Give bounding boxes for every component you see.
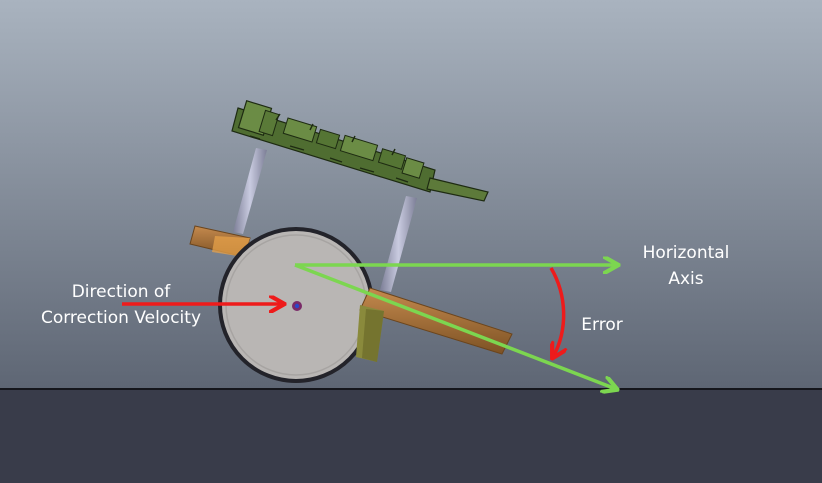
ground-plane: [0, 389, 822, 483]
error-angle-arrow: [549, 267, 564, 357]
right-strut: [380, 196, 417, 292]
left-strut: [233, 148, 267, 234]
horizontal-axis-label: Horizontal Axis: [632, 240, 740, 292]
direction-of-correction-velocity-label: Direction of Correction Velocity: [36, 279, 206, 331]
error-label: Error: [581, 315, 623, 335]
self-balancing-robot: [189, 100, 513, 383]
axle-icon: [292, 301, 302, 311]
horizontal-label-line1: Horizontal: [642, 243, 730, 263]
direction-label-line2: Correction Velocity: [40, 308, 202, 328]
direction-label-line1: Direction of: [71, 282, 171, 302]
motor-block-face: [362, 309, 384, 362]
horizontal-label-line2: Axis: [668, 269, 704, 289]
circuit-board: [231, 100, 489, 202]
robot-tilt-axis-arrow: [294, 263, 616, 389]
